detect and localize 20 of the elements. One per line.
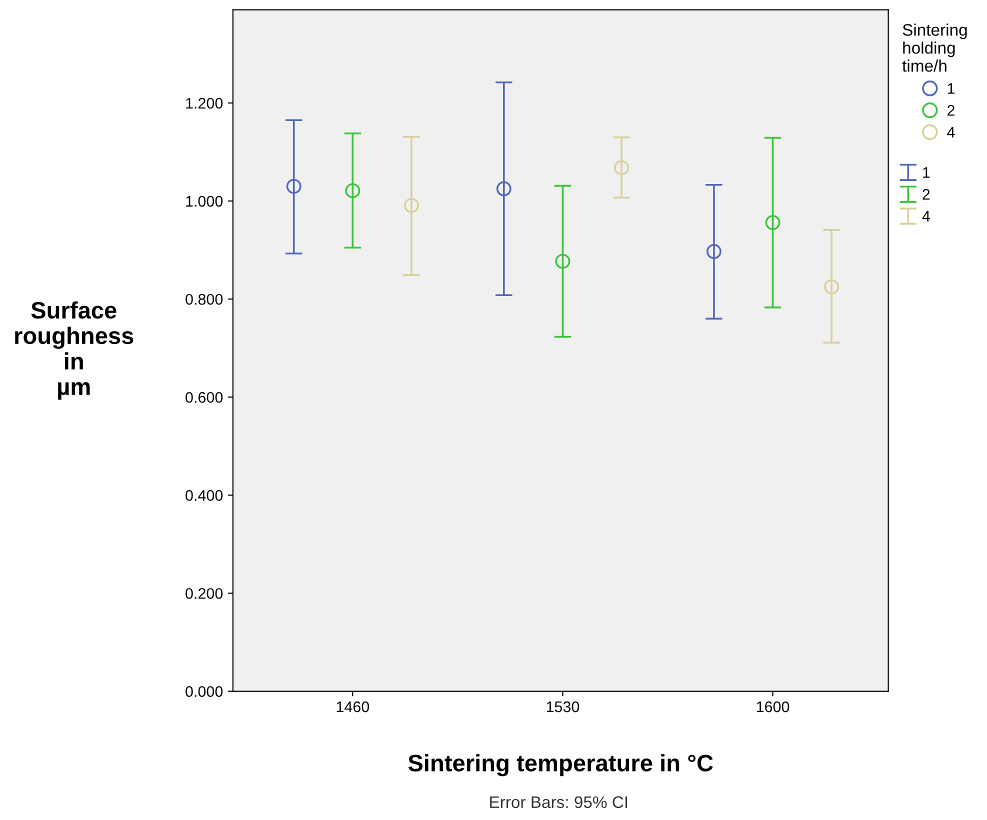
- y-axis-title: Surface roughness in µm: [15, 301, 134, 400]
- y-tick-label: 0.600: [186, 392, 223, 403]
- y-tick-label: 1.200: [186, 98, 223, 109]
- x-axis-title: Sintering temperature in °C: [408, 754, 713, 776]
- y-tick-label: 0.000: [186, 686, 223, 697]
- legend-label: 1: [923, 167, 930, 178]
- y-tick-label: 0.800: [186, 294, 223, 305]
- y-tick-label: 0.400: [186, 490, 223, 501]
- text: 1: [948, 83, 954, 94]
- text: 2: [948, 104, 954, 116]
- legend-label: 4: [922, 211, 930, 222]
- text: Error Bars: 95% CI: [490, 796, 628, 808]
- text: 4: [947, 126, 955, 138]
- legend-title: Sintering holding time/h: [902, 24, 967, 72]
- y-tick-label: 0.200: [186, 588, 223, 599]
- x-tick-label: 1460: [336, 701, 370, 712]
- legend-label: 2: [922, 188, 930, 200]
- x-tick-label: 1530: [546, 701, 580, 712]
- y-tick-label: 1.000: [186, 196, 223, 207]
- x-tick-label: 1600: [756, 701, 790, 712]
